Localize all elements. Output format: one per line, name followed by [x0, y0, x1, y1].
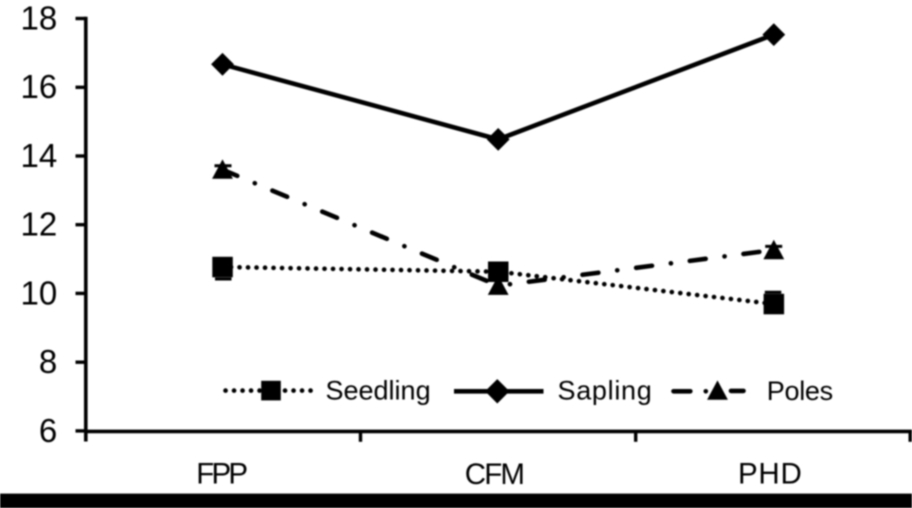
svg-text:Poles: Poles — [767, 376, 833, 406]
svg-text:CFM: CFM — [465, 458, 524, 491]
svg-text:PHD: PHD — [738, 458, 803, 491]
svg-text:10: 10 — [20, 274, 57, 311]
svg-text:14: 14 — [20, 137, 57, 174]
svg-text:18: 18 — [20, 0, 57, 37]
svg-text:Seedling: Seedling — [326, 376, 431, 406]
svg-text:6: 6 — [39, 412, 57, 449]
svg-text:FPP: FPP — [196, 458, 247, 491]
svg-text:12: 12 — [20, 206, 57, 243]
svg-text:8: 8 — [39, 343, 57, 380]
svg-text:16: 16 — [20, 68, 57, 105]
svg-text:Sapling: Sapling — [558, 376, 653, 406]
